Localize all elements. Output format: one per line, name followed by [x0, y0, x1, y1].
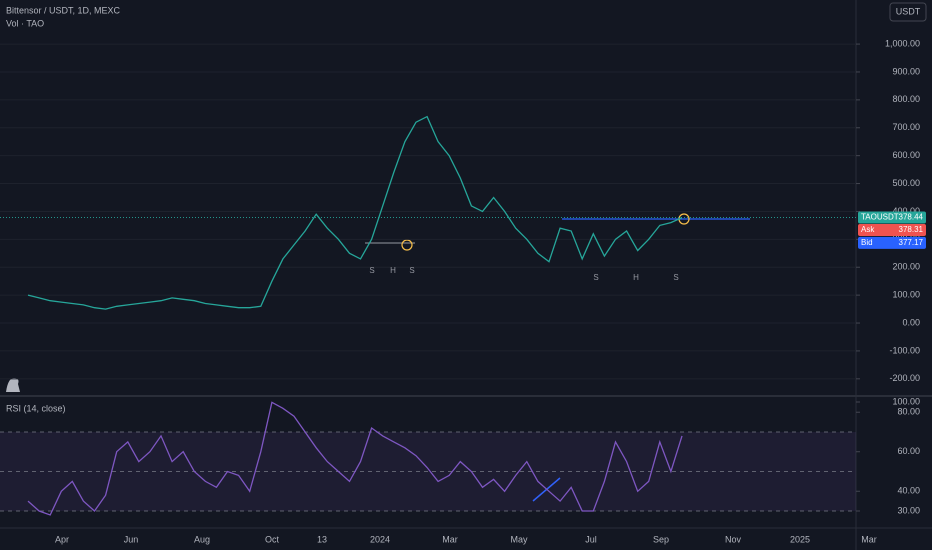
- pattern-label: S: [673, 273, 678, 282]
- pattern-label: S: [369, 266, 374, 275]
- price-tag: [858, 211, 926, 224]
- series-line: [27, 401, 683, 516]
- y-tick-label: 700.00: [892, 122, 920, 132]
- pattern-label: H: [633, 273, 639, 282]
- x-tick-label: Mar: [442, 534, 458, 544]
- y-tick-label: 30.00: [897, 505, 920, 515]
- x-tick-label: Nov: [725, 534, 742, 544]
- y-tick-label: 60.00: [897, 446, 920, 456]
- y-tick-label: -200.00: [889, 373, 920, 383]
- y-tick-label: 900.00: [892, 66, 920, 76]
- price-tag-value: 377.17: [899, 238, 924, 247]
- pattern-label: S: [409, 266, 414, 275]
- y-tick-label: 80.00: [897, 407, 920, 417]
- x-tick-label: 2024: [370, 534, 390, 544]
- price-tag-value: 378.44: [899, 213, 924, 222]
- price-tag-name: Bid: [861, 238, 873, 247]
- x-tick-label: May: [510, 534, 528, 544]
- series-line: [27, 115, 683, 310]
- currency-button[interactable]: [889, 2, 927, 22]
- x-tick-label: Sep: [653, 534, 669, 544]
- x-tick-label: 13: [317, 534, 327, 544]
- x-tick-label: Oct: [265, 534, 280, 544]
- y-tick-label: 400.00: [892, 206, 920, 216]
- price-tag-name: Ask: [861, 225, 875, 234]
- x-tick-label: Apr: [55, 534, 69, 544]
- y-tick-label: 600.00: [892, 150, 920, 160]
- x-tick-label: Mar: [861, 534, 877, 544]
- price-tag: [858, 236, 926, 249]
- rsi-title: RSI (14, close): [6, 403, 66, 413]
- pattern-label: H: [390, 266, 396, 275]
- logo: [6, 378, 20, 392]
- y-tick-label: 40.00: [897, 486, 920, 496]
- currency-label[interactable]: USDT: [896, 6, 921, 16]
- y-tick-label: 200.00: [892, 262, 920, 272]
- x-tick-label: Aug: [194, 534, 210, 544]
- breakout-circle: [401, 239, 413, 251]
- price-tag-name: TAOUSDT: [861, 213, 899, 222]
- pattern-label: S: [593, 273, 598, 282]
- x-tick-label: Jul: [585, 534, 597, 544]
- price-tag: [858, 223, 926, 236]
- y-tick-label: 100.00: [892, 290, 920, 300]
- x-tick-label: Jun: [124, 534, 139, 544]
- x-tick-label: 2025: [790, 534, 810, 544]
- volume-label: Vol · TAO: [6, 18, 44, 28]
- y-tick-label: 1,000.00: [885, 38, 920, 48]
- y-tick-label: 100.00: [892, 396, 920, 406]
- price-tag-value: 378.31: [899, 225, 924, 234]
- symbol-title: Bittensor / USDT, 1D, MEXC: [6, 5, 121, 15]
- y-tick-label: 800.00: [892, 94, 920, 104]
- y-tick-label: -100.00: [889, 345, 920, 355]
- y-tick-label: 0.00: [902, 317, 920, 327]
- y-tick-label: 500.00: [892, 178, 920, 188]
